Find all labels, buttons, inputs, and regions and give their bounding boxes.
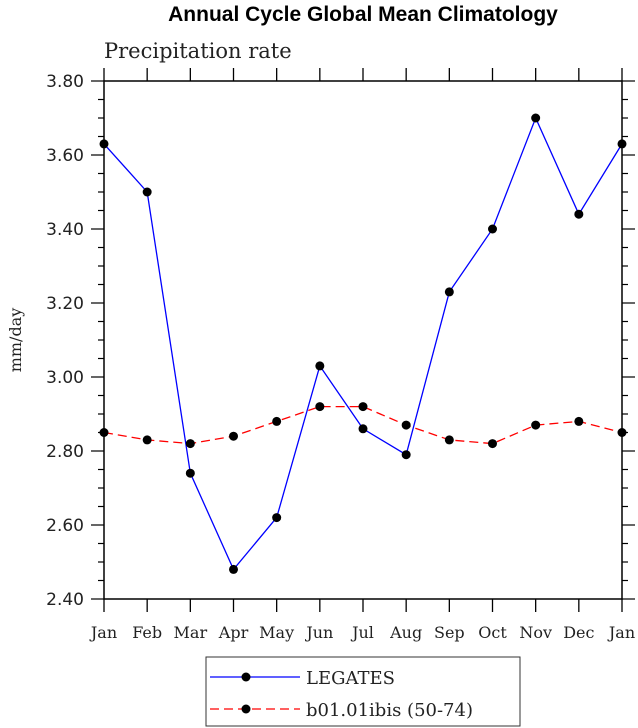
data-point-0 — [617, 139, 627, 149]
legend-label-model: b01.01ibis (50-74) — [306, 700, 473, 721]
data-point-0 — [401, 450, 411, 460]
x-tick-label: Apr — [218, 623, 249, 642]
data-point-0 — [315, 361, 325, 371]
y-axis-label: mm/day — [6, 308, 25, 373]
y-tick-label: 3.60 — [46, 146, 84, 166]
y-tick-label: 2.80 — [46, 442, 84, 462]
data-point-0 — [185, 468, 195, 478]
data-point-1 — [99, 428, 109, 437]
y-tick-label: 3.00 — [46, 368, 84, 388]
y-tick-label: 3.40 — [46, 220, 84, 240]
data-point-0 — [358, 424, 368, 434]
data-point-0 — [272, 513, 282, 523]
plot-area — [103, 80, 623, 600]
legend-label-legates: LEGATES — [306, 668, 395, 689]
data-point-0 — [142, 187, 152, 197]
y-tick-label: 3.20 — [46, 294, 84, 314]
data-point-1 — [229, 431, 238, 441]
chart-subtitle: Precipitation rate — [104, 39, 292, 63]
x-tick-label: Feb — [132, 623, 162, 642]
x-tick-label: May — [259, 623, 294, 642]
y-tick-label: 3.80 — [46, 72, 84, 92]
series-line-0 — [103, 116, 623, 571]
x-tick-label: Jan — [607, 623, 635, 642]
data-point-1 — [444, 435, 454, 445]
x-tick-label: Jun — [304, 623, 333, 642]
x-tick-label: Jan — [89, 623, 117, 642]
x-tick-label: Nov — [519, 623, 552, 642]
x-tick-label: Dec — [563, 623, 594, 642]
legend-box — [205, 656, 521, 727]
data-point-1 — [185, 439, 195, 449]
chart-title: Annual Cycle Global Mean Climatology — [168, 3, 558, 26]
data-point-0 — [99, 139, 109, 149]
data-point-1 — [531, 420, 541, 430]
data-point-1 — [358, 402, 368, 412]
data-point-0 — [229, 564, 238, 574]
legend-marker-legates — [241, 672, 251, 682]
legend-marker-model — [241, 704, 251, 714]
x-tick-label: Oct — [478, 623, 507, 642]
y-tick-label: 2.40 — [46, 590, 84, 610]
data-point-0 — [531, 113, 541, 123]
y-tick-label: 2.60 — [46, 516, 84, 536]
data-point-0 — [444, 287, 454, 297]
legend: LEGATES b01.01ibis (50-74) — [205, 656, 521, 727]
x-tick-label: Jul — [350, 623, 374, 642]
data-point-1 — [488, 439, 497, 449]
data-point-0 — [574, 209, 584, 219]
data-point-1 — [401, 420, 411, 430]
data-point-1 — [617, 428, 627, 437]
data-point-1 — [272, 416, 282, 426]
x-tick-label: Aug — [389, 623, 422, 642]
data-point-0 — [488, 224, 497, 234]
x-tick-label: Sep — [434, 623, 465, 642]
data-point-1 — [574, 416, 584, 426]
data-point-1 — [142, 435, 152, 445]
data-point-1 — [315, 402, 325, 412]
x-tick-label: Mar — [174, 623, 208, 642]
